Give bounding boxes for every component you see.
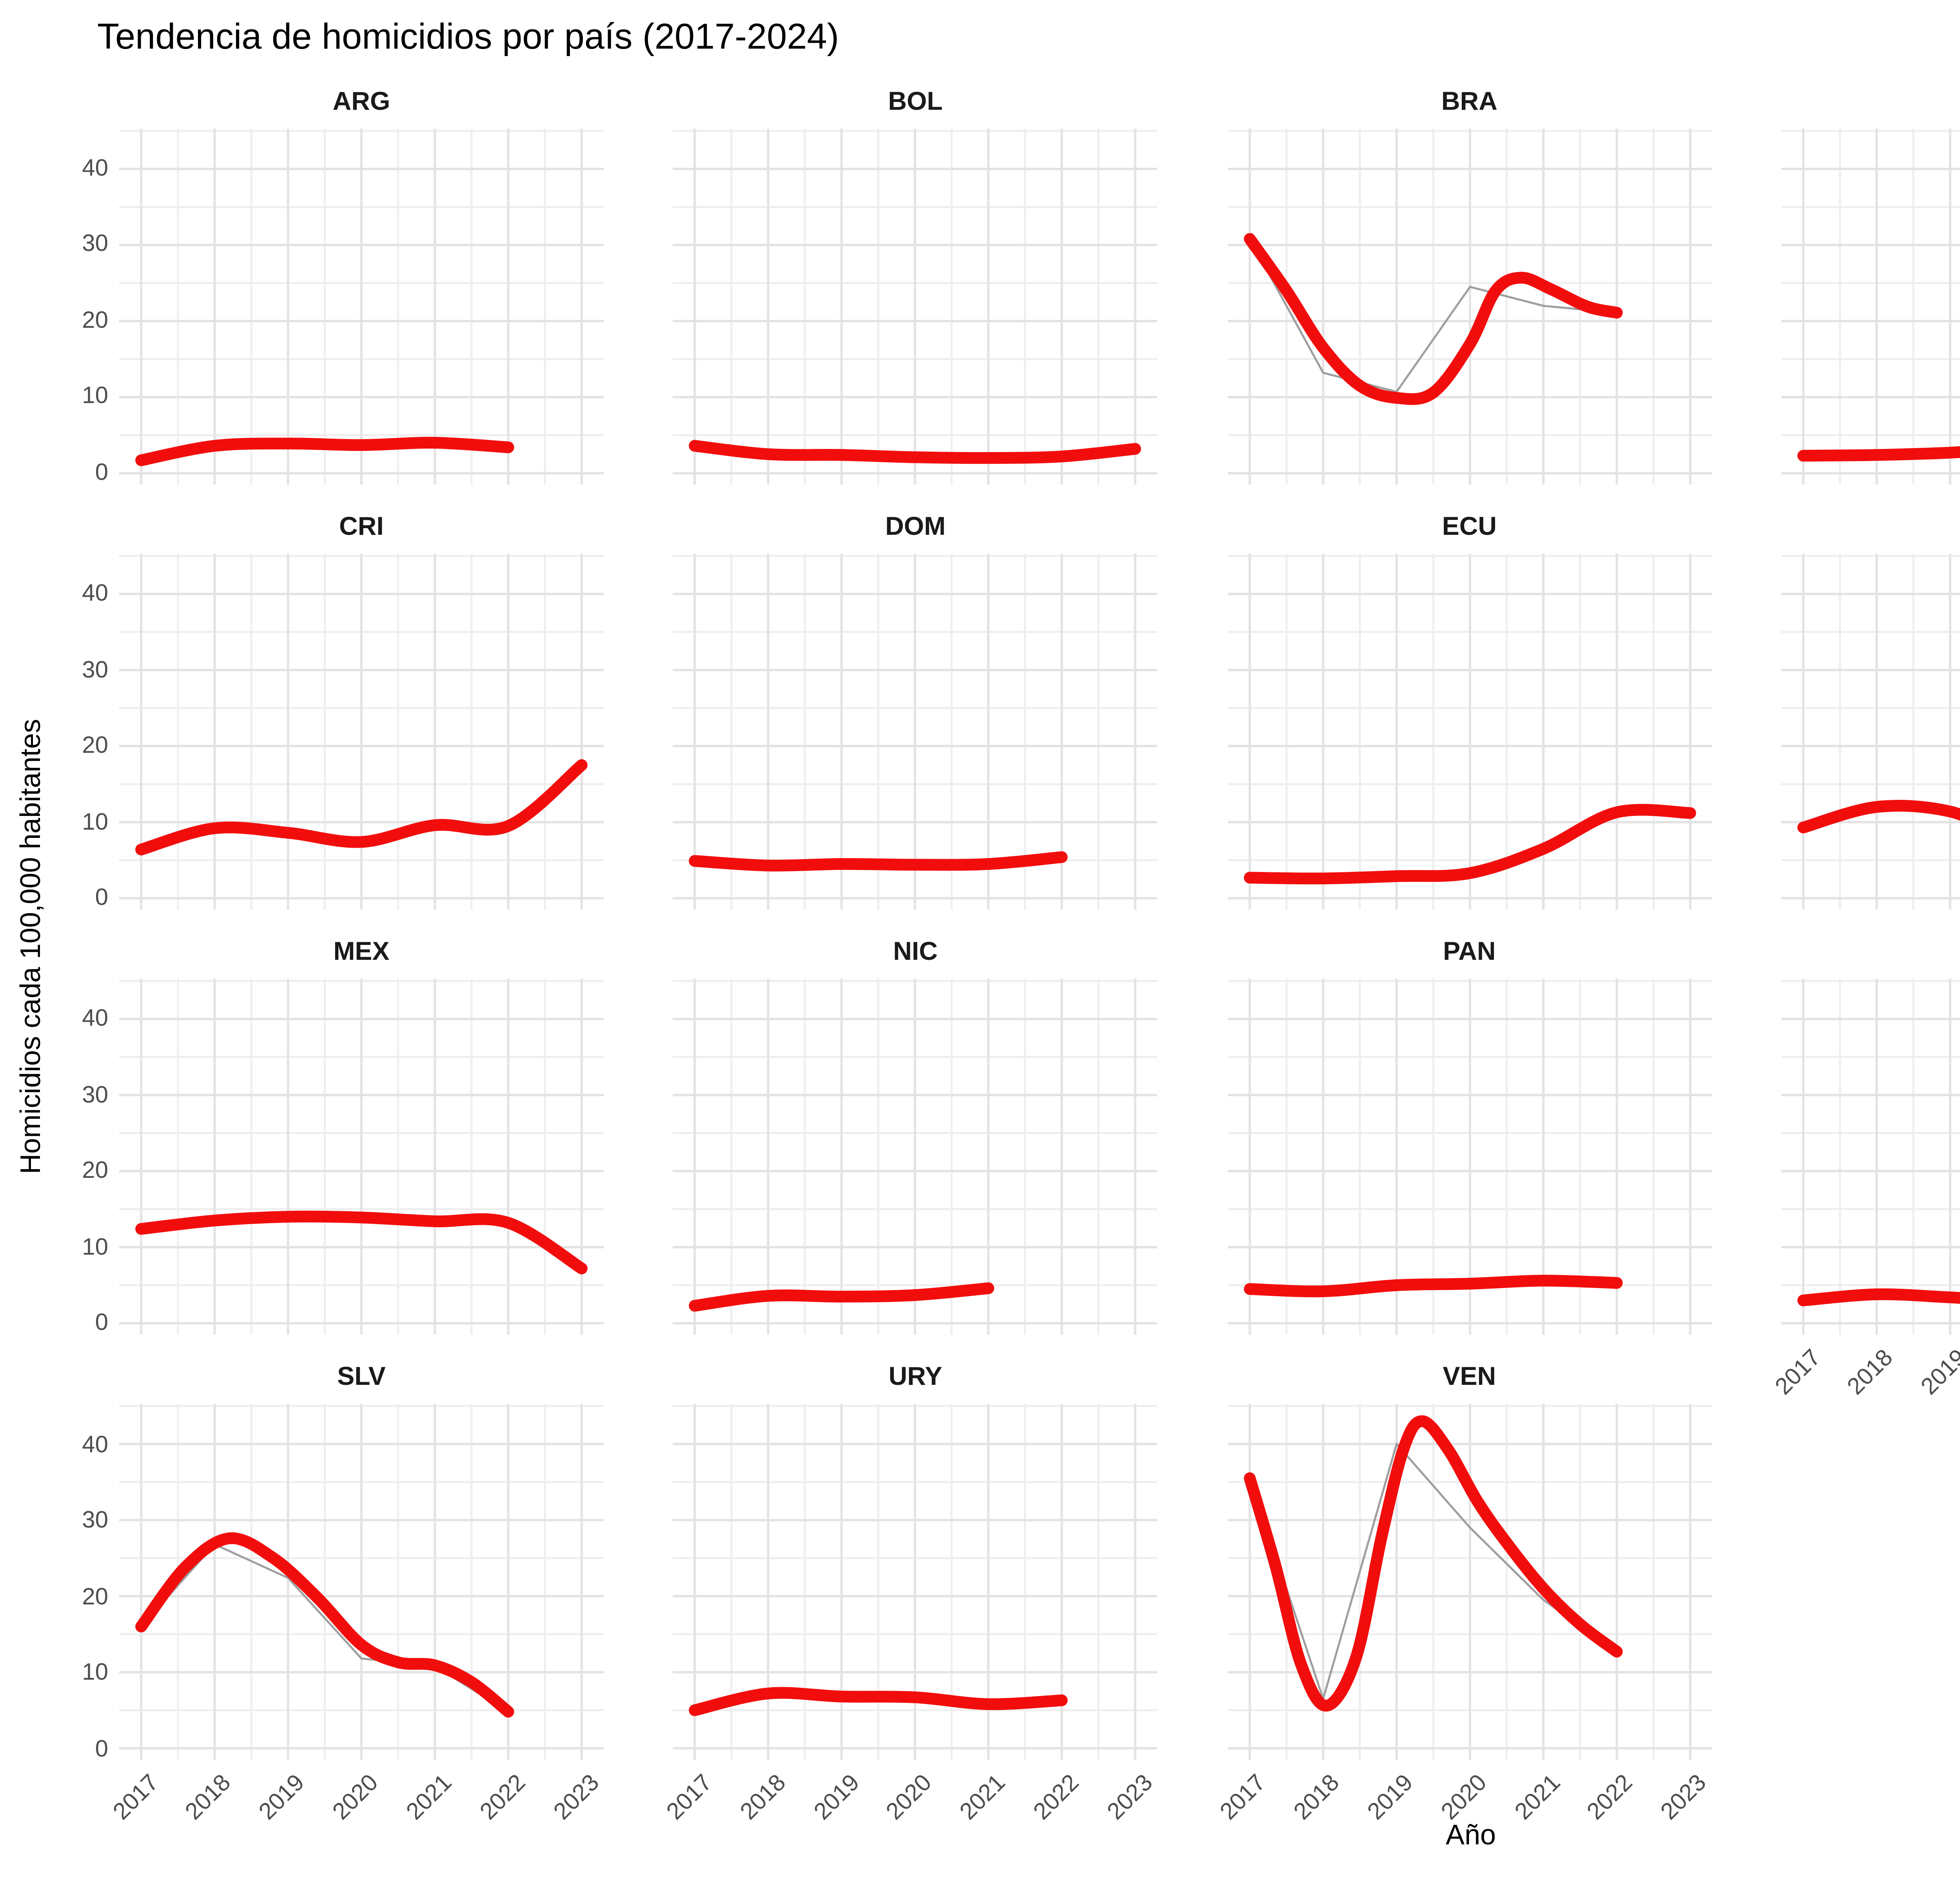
x-tick-label: 2023 — [1656, 1770, 1712, 1826]
x-tick-label: 2019 — [1362, 1770, 1419, 1826]
x-tick-label: 2019 — [254, 1770, 310, 1826]
facet-strip-ECU: ECU — [1442, 512, 1497, 541]
facet-panel-BRA — [1227, 128, 1712, 484]
facet-strip-GTM: GTM — [1781, 512, 1960, 542]
smooth-line-BRA — [1243, 232, 1622, 404]
x-tick-label: 2017 — [107, 1770, 164, 1826]
x-tick-label: 2020 — [1436, 1770, 1492, 1826]
smooth-line-ECU — [1243, 803, 1696, 884]
facet-strip-DOM: DOM — [885, 512, 946, 541]
y-tick-label: 10 — [82, 1234, 108, 1261]
smooth-line-BOL — [689, 439, 1142, 463]
facet-strip-VEN: VEN — [1443, 1363, 1496, 1392]
facet-panel-ARG — [119, 128, 604, 484]
smooth-line-CRI — [135, 759, 588, 855]
y-tick-label: 0 — [95, 459, 108, 486]
x-tick-label: 2018 — [1289, 1770, 1345, 1826]
x-tick-label: 2022 — [1029, 1770, 1085, 1826]
smooth-line-DOM — [689, 851, 1068, 871]
smooth-line-URY — [689, 1688, 1068, 1717]
facet-panel-GTM — [1781, 553, 1960, 910]
x-tick-label: 2023 — [548, 1770, 604, 1826]
raw-line-BRA — [1248, 238, 1617, 392]
facet-panel-CRI — [119, 553, 604, 910]
y-tick-label: 40 — [82, 1431, 108, 1458]
y-tick-label: 0 — [95, 1735, 108, 1762]
smooth-line-GTM — [1797, 799, 1960, 833]
smooth-line-ARG — [135, 436, 514, 465]
y-tick-label: 0 — [95, 1310, 108, 1337]
x-tick-label: 2021 — [955, 1770, 1011, 1826]
smooth-line-PER — [1797, 1288, 1960, 1307]
y-tick-label: 20 — [82, 732, 108, 759]
facet-panel-CHL — [1781, 128, 1960, 484]
x-tick-label: 2021 — [1509, 1770, 1565, 1826]
smooth-line-MEX — [135, 1211, 588, 1275]
smooth-line-VEN — [1243, 1416, 1622, 1712]
facet-strip-ARG: ARG — [332, 87, 390, 115]
facet-strip-BRA: BRA — [1441, 87, 1497, 115]
smooth-line-NIC — [689, 1283, 995, 1312]
x-axis-title: Año — [1445, 1819, 1496, 1851]
y-tick-label: 40 — [82, 1006, 108, 1033]
facet-strip-CHL: CHL — [1781, 87, 1960, 117]
y-tick-label: 20 — [82, 1158, 108, 1185]
facet-panel-URY — [673, 1404, 1158, 1760]
y-tick-label: 30 — [82, 1507, 108, 1534]
facet-panel-MEX — [119, 979, 604, 1335]
y-tick-label: 10 — [82, 1659, 108, 1686]
y-tick-label: 20 — [82, 307, 108, 334]
facet-strip-MEX: MEX — [333, 938, 390, 966]
y-tick-label: 0 — [95, 885, 108, 912]
x-tick-label: 2019 — [1916, 1344, 1960, 1401]
x-tick-label: 2018 — [181, 1770, 237, 1826]
facet-panel-VEN — [1227, 1404, 1712, 1760]
x-tick-label: 2018 — [1843, 1344, 1899, 1401]
y-tick-label: 10 — [82, 383, 108, 410]
x-tick-label: 2023 — [1102, 1770, 1158, 1826]
facet-strip-BOL: BOL — [888, 87, 943, 115]
x-tick-label: 2020 — [328, 1770, 384, 1826]
y-tick-label: 40 — [82, 154, 108, 182]
x-tick-label: 2022 — [1583, 1770, 1639, 1826]
smooth-line-CHL — [1797, 445, 1960, 461]
facet-panel-BOL — [673, 128, 1158, 484]
facet-strip-CRI: CRI — [339, 512, 384, 541]
x-tick-label: 2017 — [662, 1770, 718, 1826]
facet-strip-URY: URY — [888, 1363, 942, 1392]
y-tick-label: 30 — [82, 231, 108, 258]
smooth-line-PAN — [1243, 1275, 1622, 1298]
facet-strip-NIC: NIC — [893, 938, 938, 966]
facet-strip-SLV: SLV — [337, 1363, 386, 1392]
y-tick-label: 20 — [82, 1583, 108, 1610]
x-tick-label: 2018 — [735, 1770, 791, 1826]
facet-strip-PER: PER — [1781, 938, 1960, 968]
x-tick-label: 2017 — [1216, 1770, 1272, 1826]
plot-title: Tendencia de homicidios por país (2017-2… — [97, 16, 839, 56]
y-tick-label: 40 — [82, 580, 108, 607]
facet-strip-PAN: PAN — [1443, 938, 1496, 966]
y-tick-label: 30 — [82, 1082, 108, 1109]
x-tick-label: 2022 — [475, 1770, 531, 1826]
facet-panel-PER — [1781, 979, 1960, 1335]
y-tick-label: 30 — [82, 656, 108, 683]
x-tick-label: 2019 — [808, 1770, 865, 1826]
x-tick-label: 2021 — [401, 1770, 457, 1826]
facet-panel-NIC — [673, 979, 1158, 1335]
x-tick-label: 2017 — [1769, 1344, 1826, 1401]
y-tick-label: 10 — [82, 808, 108, 836]
facet-panel-SLV — [119, 1404, 604, 1760]
facet-panel-DOM — [673, 553, 1158, 910]
facet-panel-ECU — [1227, 553, 1712, 910]
smooth-line-SLV — [135, 1533, 514, 1719]
x-tick-label: 2020 — [882, 1770, 938, 1826]
y-axis-title: Homicidios cada 100,000 habitantes — [15, 719, 46, 1174]
facet-panel-PAN — [1227, 979, 1712, 1335]
